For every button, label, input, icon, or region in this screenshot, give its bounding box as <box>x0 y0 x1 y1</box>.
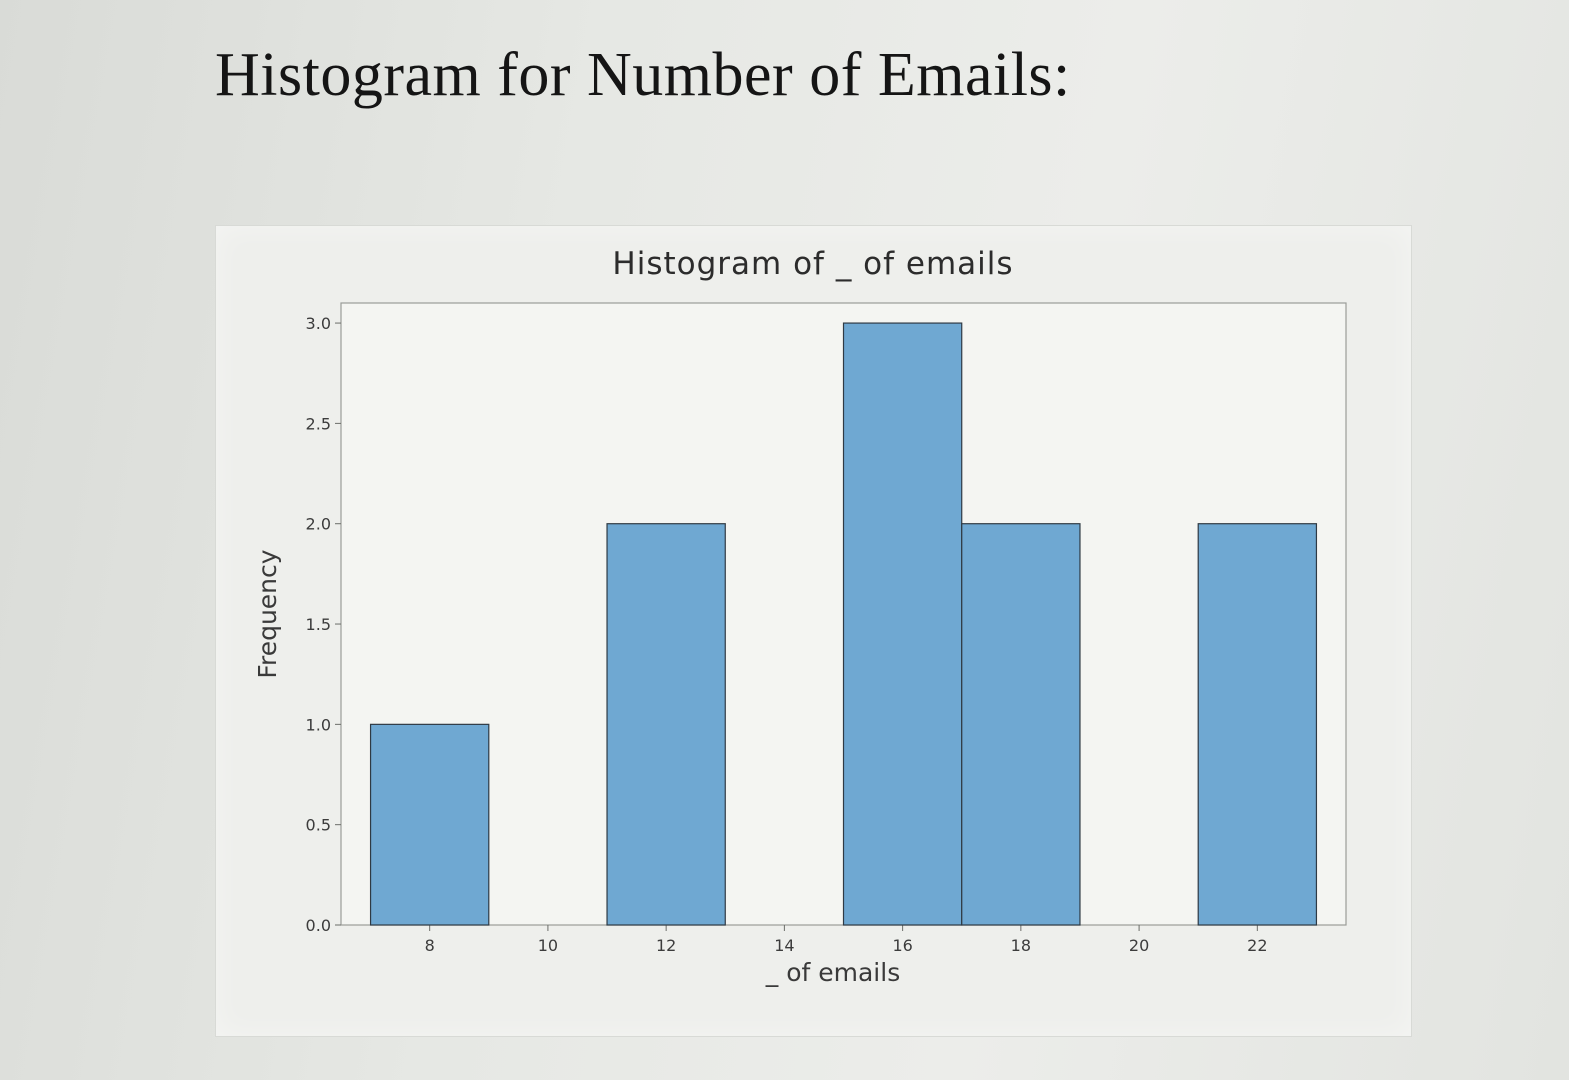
x-tick-label: 22 <box>1247 936 1267 955</box>
y-tick-label: 1.0 <box>306 715 331 734</box>
x-axis-title: _ of emails <box>765 958 900 987</box>
x-tick-label: 10 <box>538 936 558 955</box>
histogram-bar <box>961 523 1081 926</box>
y-tick-label: 0.0 <box>306 916 331 935</box>
y-tick-label: 1.5 <box>306 615 331 634</box>
x-tick-label: 12 <box>656 936 676 955</box>
y-tick-label: 2.0 <box>306 515 331 534</box>
histogram-bar <box>606 523 726 926</box>
histogram-bar <box>369 723 490 926</box>
y-tick-label: 0.5 <box>306 816 331 835</box>
histogram-bar <box>1197 523 1318 926</box>
x-tick-label: 20 <box>1129 936 1149 955</box>
y-tick-label: 3.0 <box>306 314 331 333</box>
y-axis-title: Frequency <box>253 549 282 678</box>
x-tick-label: 8 <box>425 936 435 955</box>
x-tick-label: 16 <box>892 936 912 955</box>
histogram-chart: Histogram of _ of emails 0.0 0.5 1.0 1.5 2.0… <box>253 246 1347 987</box>
histogram-bars <box>369 322 1318 926</box>
chart-panel: Histogram of _ of emails 0.0 0.5 1.0 1.5 2.0… <box>215 225 1412 1037</box>
page-heading: Histogram for Number of Emails: <box>215 41 1071 109</box>
y-tick-label: 2.5 <box>306 414 331 433</box>
x-axis: 8 10 12 14 16 18 20 22 <box>425 925 1268 955</box>
x-tick-label: 14 <box>774 936 794 955</box>
histogram-bar <box>842 322 963 926</box>
x-tick-label: 18 <box>1011 936 1031 955</box>
y-axis: 0.0 0.5 1.0 1.5 2.0 2.5 3.0 <box>306 314 341 935</box>
chart-title: Histogram of _ of emails <box>612 246 1013 282</box>
